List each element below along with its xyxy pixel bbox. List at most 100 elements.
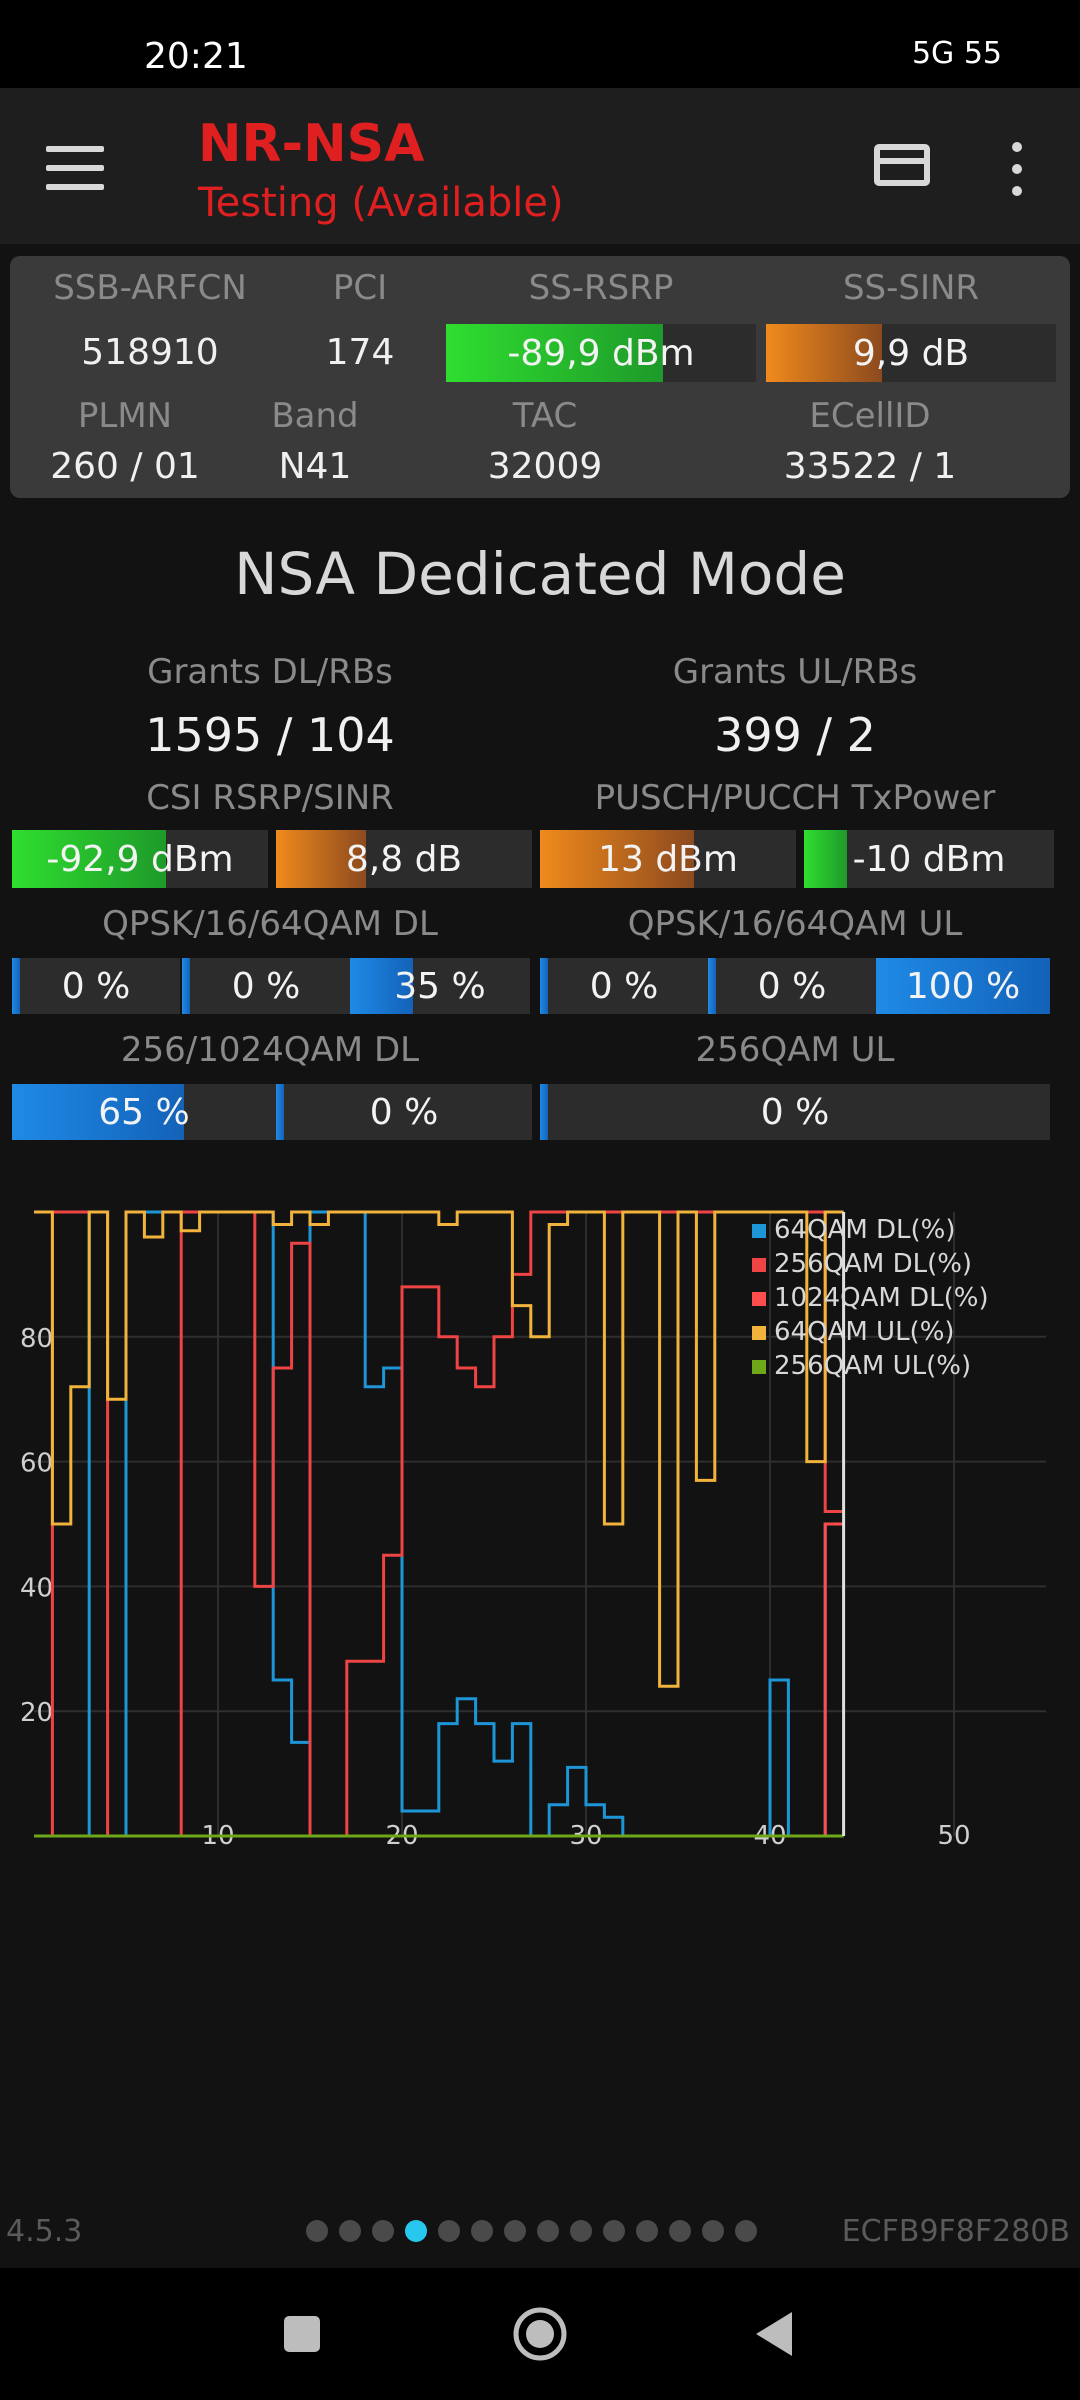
qam-dl-high-label: 256/1024QAM DL bbox=[120, 1030, 420, 1070]
qam64-ul-bar: 100 % bbox=[876, 958, 1050, 1014]
recents-button[interactable] bbox=[284, 2316, 320, 2352]
page-dot[interactable] bbox=[306, 2220, 328, 2242]
home-button[interactable] bbox=[512, 2306, 568, 2362]
qam64-ul-value: 100 % bbox=[905, 965, 1021, 1007]
menu-icon[interactable] bbox=[46, 146, 104, 194]
tac-label: TAC bbox=[512, 396, 578, 436]
legend-swatch bbox=[752, 1360, 766, 1374]
grants-ul-value: 399 / 2 bbox=[714, 708, 876, 762]
qam256-dl-fill bbox=[12, 1084, 184, 1140]
qam256-dl-bar: 65 % bbox=[12, 1084, 276, 1140]
qpsk-ul-value: 0 % bbox=[589, 965, 659, 1007]
pusch-label: PUSCH/PUCCH TxPower bbox=[594, 778, 996, 818]
qam64-dl-value: 35 % bbox=[394, 965, 486, 1007]
ss-rsrp-label: SS-RSRP bbox=[528, 268, 674, 308]
page-dot[interactable] bbox=[570, 2220, 592, 2242]
y-tick-label: 60 bbox=[20, 1449, 53, 1479]
csi-sinr-value: 8,8 dB bbox=[345, 838, 463, 880]
qam1024-dl-fill bbox=[276, 1084, 284, 1140]
mode-title: NSA Dedicated Mode bbox=[234, 540, 846, 608]
qam256-ul-fill bbox=[540, 1084, 548, 1140]
ss-sinr-label: SS-SINR bbox=[842, 268, 980, 308]
ssb-arfcn-label: SSB-ARFCN bbox=[53, 268, 247, 308]
qam-dl-label: QPSK/16/64QAM DL bbox=[102, 904, 438, 944]
page-dot[interactable] bbox=[471, 2220, 493, 2242]
qam256-ul-value: 0 % bbox=[760, 1091, 830, 1133]
legend-label: 256QAM DL(%) bbox=[774, 1249, 972, 1279]
grants-ul-label: Grants UL/RBs bbox=[672, 652, 918, 692]
ss-sinr-fill bbox=[766, 324, 882, 382]
legend-swatch bbox=[752, 1292, 766, 1306]
ss-rsrp-fill bbox=[446, 324, 663, 382]
legend-swatch bbox=[752, 1326, 766, 1340]
qam16-ul-bar: 0 % bbox=[708, 958, 876, 1014]
page-dot[interactable] bbox=[702, 2220, 724, 2242]
pci-value: 174 bbox=[325, 332, 395, 373]
plmn-label: PLMN bbox=[77, 396, 173, 436]
qam16-dl-fill bbox=[182, 958, 190, 1014]
sim-card-icon[interactable] bbox=[874, 144, 930, 186]
qam64-dl-fill bbox=[350, 958, 413, 1014]
page-dot[interactable] bbox=[735, 2220, 757, 2242]
page-dot[interactable] bbox=[669, 2220, 691, 2242]
csi-rsrp-fill bbox=[12, 830, 166, 888]
legend-label: 64QAM UL(%) bbox=[774, 1317, 955, 1347]
qpsk-dl-value: 0 % bbox=[61, 965, 131, 1007]
legend-swatch bbox=[752, 1258, 766, 1272]
qam16-ul-value: 0 % bbox=[757, 965, 827, 1007]
ecellid-value: 33522 / 1 bbox=[783, 446, 957, 487]
page-indicator[interactable] bbox=[306, 2220, 757, 2244]
qam64-dl-bar: 35 % bbox=[350, 958, 530, 1014]
qam16-dl-value: 0 % bbox=[231, 965, 301, 1007]
qam64-ul-fill bbox=[876, 958, 1050, 1014]
page-dot[interactable] bbox=[636, 2220, 658, 2242]
pusch-bar: 13 dBm bbox=[540, 830, 796, 888]
pucch-fill bbox=[804, 830, 847, 888]
page-dot[interactable] bbox=[603, 2220, 625, 2242]
ss-rsrp-bar: -89,9 dBm bbox=[446, 324, 756, 382]
page-dot[interactable] bbox=[372, 2220, 394, 2242]
page-dot[interactable] bbox=[504, 2220, 526, 2242]
y-tick-label: 80 bbox=[20, 1324, 53, 1354]
page-dot[interactable] bbox=[339, 2220, 361, 2242]
ss-rsrp-value: -89,9 dBm bbox=[507, 332, 695, 374]
y-tick-label: 20 bbox=[20, 1698, 53, 1728]
qpsk-dl-bar: 0 % bbox=[12, 958, 180, 1014]
qam1024-dl-value: 0 % bbox=[369, 1091, 439, 1133]
legend-label: 1024QAM DL(%) bbox=[774, 1283, 989, 1313]
band-label: Band bbox=[271, 396, 359, 436]
legend-label: 64QAM DL(%) bbox=[774, 1215, 956, 1245]
status-bar bbox=[0, 0, 1080, 88]
page-dot[interactable] bbox=[405, 2220, 427, 2242]
status-time: 20:21 bbox=[144, 36, 248, 77]
csi-rsrp-bar: -92,9 dBm bbox=[12, 830, 268, 888]
pusch-fill bbox=[540, 830, 694, 888]
legend-label: 256QAM UL(%) bbox=[774, 1351, 971, 1381]
qpsk-ul-bar: 0 % bbox=[540, 958, 708, 1014]
back-button[interactable] bbox=[752, 2310, 794, 2358]
qam256-ul-label: 256QAM UL bbox=[695, 1030, 895, 1070]
qam256-dl-value: 65 % bbox=[98, 1091, 190, 1133]
qam16-dl-bar: 0 % bbox=[182, 958, 350, 1014]
csi-rsrp-value: -92,9 dBm bbox=[46, 838, 234, 880]
page-dot[interactable] bbox=[438, 2220, 460, 2242]
y-tick-label: 40 bbox=[20, 1573, 53, 1603]
device-id: ECFB9F8F280B bbox=[841, 2214, 1070, 2249]
csi-label: CSI RSRP/SINR bbox=[146, 778, 394, 818]
page-dot[interactable] bbox=[537, 2220, 559, 2242]
more-options-icon[interactable] bbox=[1012, 142, 1022, 202]
qpsk-ul-fill bbox=[540, 958, 548, 1014]
legend-swatch bbox=[752, 1224, 766, 1238]
x-tick-label: 50 bbox=[937, 1821, 970, 1851]
qam-ul-label: QPSK/16/64QAM UL bbox=[627, 904, 963, 944]
status-icons: 5G 55 bbox=[911, 36, 1002, 71]
ss-sinr-value: 9,9 dB bbox=[852, 332, 970, 374]
csi-sinr-fill bbox=[276, 830, 366, 888]
app-subtitle: Testing (Available) bbox=[198, 180, 564, 226]
series-line bbox=[34, 1210, 844, 1838]
ssb-arfcn-value: 518910 bbox=[81, 332, 219, 373]
pucch-bar: -10 dBm bbox=[804, 830, 1054, 888]
grants-dl-value: 1595 / 104 bbox=[145, 708, 395, 762]
app-version: 4.5.3 bbox=[6, 2214, 83, 2249]
